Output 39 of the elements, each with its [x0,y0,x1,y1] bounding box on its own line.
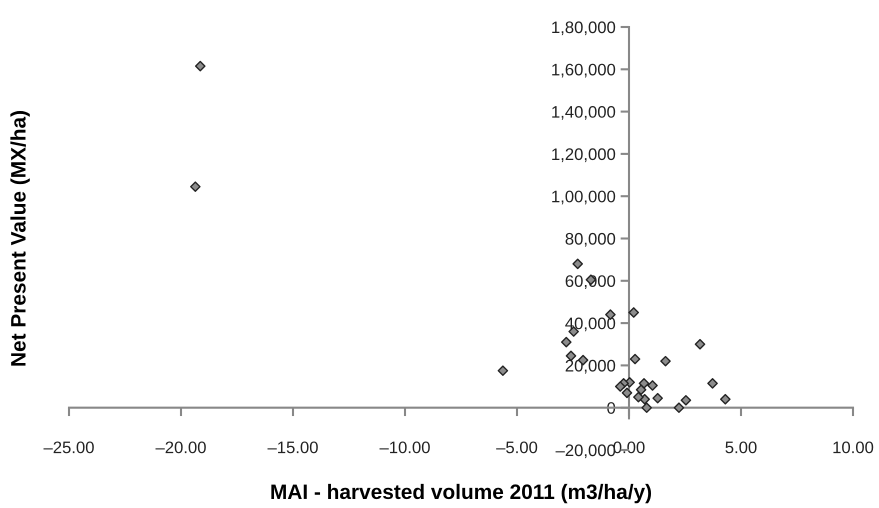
x-axis-title: MAI - harvested volume 2011 (m3/ha/y) [271,484,652,504]
point [660,356,671,366]
point [638,378,650,389]
point [498,365,508,376]
y-tick-label: 1,60,000 [552,64,616,78]
point [636,384,646,396]
point [641,402,652,413]
x-tick-label: –10.00 [380,441,430,454]
point [194,60,206,72]
point [633,392,644,402]
y-tick-label: 1,00,000 [552,190,616,204]
x-tick-label: 10.00 [833,441,874,454]
y-axis-title: Net Present Value (MX/ha) [10,111,30,366]
y-tick-label: 1,40,000 [552,106,616,120]
point [560,336,572,348]
x-tick-label: –15.00 [268,441,318,454]
x-tick-label: 5.00 [725,441,757,454]
point [190,181,201,192]
y-tick-label: 40,000 [565,318,616,332]
point [572,258,584,270]
x-tick-label: –25.00 [44,441,94,454]
point [707,378,718,389]
y-tick-label: –20,000 [556,444,616,458]
point [720,394,731,405]
point [630,354,640,364]
point [694,338,706,350]
point [647,380,658,391]
x-tick-label: –20.00 [156,441,206,454]
point [652,392,663,404]
point [680,394,692,406]
y-tick-label: 1,20,000 [552,148,616,162]
x-tick-label: –5.00 [496,441,538,454]
y-tick-label: 80,000 [566,232,616,247]
point [614,381,626,392]
point [622,388,632,398]
point [674,402,684,413]
y-tick-label: 20,000 [566,360,616,374]
point [628,307,640,318]
y-tick-label: 1,80,000 [552,21,616,36]
